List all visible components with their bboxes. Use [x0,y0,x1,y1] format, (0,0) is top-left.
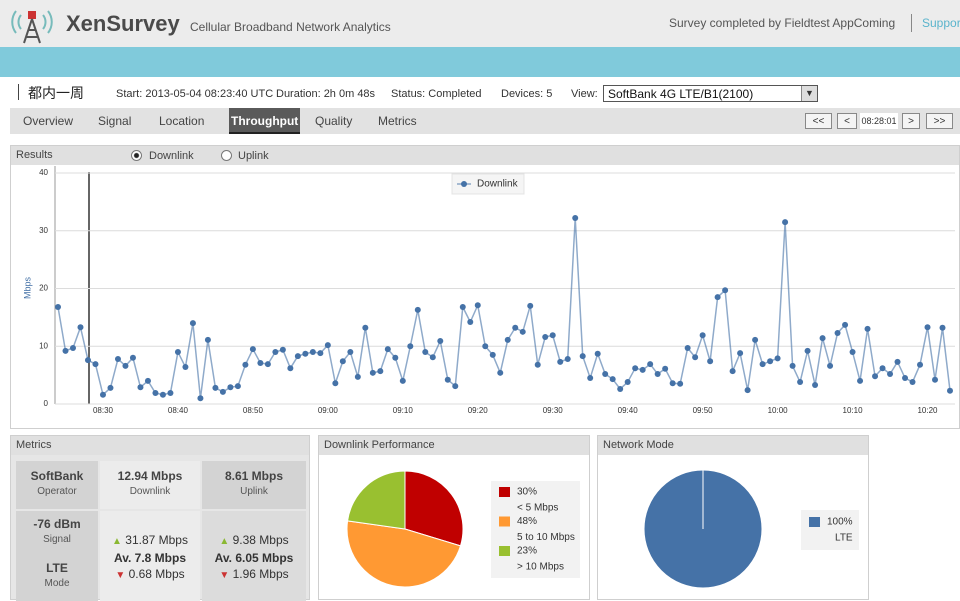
metric-label: Operator [37,486,77,497]
network-mode-panel: Network Mode [597,435,869,600]
metrics-panel: Metrics SoftBank Operator 12.94 Mbps Dow… [10,435,310,601]
panel-header: Results [11,146,959,165]
tab[interactable]: Metrics [378,114,417,128]
nav-button[interactable]: >> [926,113,953,129]
nav-button[interactable]: < [837,113,857,129]
metric-cell: ▲ 9.38 Mbps Av. 6.05 Mbps ▼ 1.96 Mbps [202,511,306,601]
max-row: ▲ 31.87 Mbps [100,532,200,550]
panel-header: Network Mode [598,436,868,455]
logo-icon [11,10,53,44]
metric-value: 12.94 Mbps [117,469,183,483]
logo-text: XenSurvey [66,11,180,36]
tab[interactable]: Signal [98,114,132,128]
devices: Devices: 5 [501,88,553,100]
survey-name: 都内一周 [28,85,84,101]
info-bar: 都内一周 Start: 2013-05-04 08:23:40 UTC Dura… [0,80,960,106]
radio-button[interactable] [131,150,142,161]
nav-button[interactable]: << [805,113,832,129]
min-value: 0.68 Mbps [128,567,185,581]
separator [18,84,19,100]
min-row: ▼ 0.68 Mbps [100,566,200,584]
min-value: 1.96 Mbps [232,567,289,581]
support-link[interactable]: Support [922,16,960,30]
panel-header: Metrics [11,436,309,455]
survey-status: Survey completed by Fieldtest AppComing [669,16,896,30]
metric-cell: SoftBank Operator [16,461,98,509]
view-value: SoftBank 4G LTE/B1(2100) [608,87,754,101]
up-arrow: ▲ [219,536,230,547]
metric-value: LTE [46,561,68,575]
max-row: ▲ 9.38 Mbps [202,532,306,550]
down-arrow: ▼ [115,570,126,581]
metric-value: -76 dBm [33,517,81,531]
header: XenSurvey Cellular Broadband Network Ana… [0,0,960,47]
radio-label: Uplink [238,150,269,162]
duration: Duration: 2h 0m 48s [276,88,376,100]
tab[interactable]: Throughput [229,108,301,134]
tab[interactable]: Location [159,114,205,128]
select-arrow: ▼ [801,86,817,101]
avg-value: Av. 7.8 Mbps [113,551,187,565]
view-select[interactable]: SoftBank 4G LTE/B1(2100) ▼ [603,85,818,102]
metric-cell: 8.61 Mbps Uplink [202,461,306,509]
tab[interactable]: Overview [23,114,74,128]
nav-button[interactable]: > [902,113,920,129]
metric-cell: -76 dBm Signal LTE Mode [16,511,98,601]
metric-value: 8.61 Mbps [224,469,284,483]
tab[interactable]: Quality [315,114,353,128]
metric-label: Mode [44,578,70,589]
metric-label: Signal [43,534,71,545]
metric-cell: ▲ 31.87 Mbps Av. 7.8 Mbps ▼ 0.68 Mbps [100,511,200,601]
metric-cell: 12.94 Mbps Downlink [100,461,200,509]
tagline: Cellular Broadband Network Analytics [190,20,391,34]
panel-title: Metrics [16,439,52,451]
panel-header: Downlink Performance [319,436,589,455]
metric-value: SoftBank [30,469,84,483]
results-panel: Results Downlink Uplink [10,145,960,429]
status: Status: Completed [391,88,482,100]
panel-title: Results [16,149,53,161]
panel-title: Downlink Performance [324,439,435,451]
down-arrow: ▼ [219,570,230,581]
min-row: ▼ 1.96 Mbps [202,566,306,584]
radio-label: Downlink [149,150,194,162]
separator [911,14,912,32]
radio-button[interactable] [221,150,232,161]
up-arrow: ▲ [112,536,122,547]
max-value: 31.87 Mbps [125,533,188,547]
tab-bar: Overview Signal Location Throughput Quality M… [10,108,960,134]
avg-value: Av. 6.05 Mbps [214,551,294,565]
downlink-performance-panel: Downlink Performance [318,435,590,600]
nav-time: 08:28:01 [860,113,898,129]
metric-label: Downlink [129,486,171,497]
view-label: View: [571,88,598,100]
max-value: 9.38 Mbps [232,533,289,547]
metric-label: Uplink [240,486,268,497]
banner [0,47,960,77]
panel-title: Network Mode [603,439,674,451]
start-time: Start: 2013-05-04 08:23:40 UTC [116,88,274,100]
